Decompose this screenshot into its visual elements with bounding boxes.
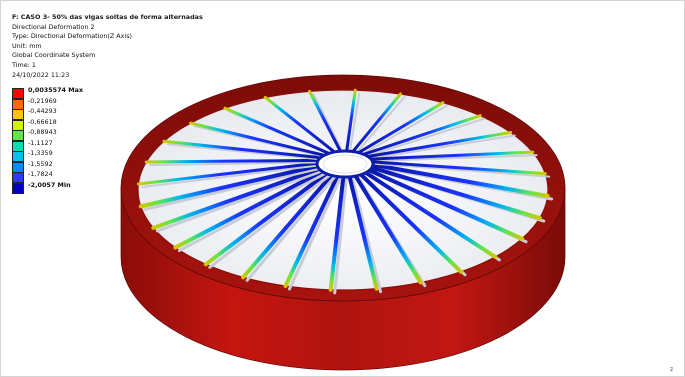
spoke-shadow bbox=[143, 166, 322, 211]
spoke-beam bbox=[363, 170, 498, 259]
spoke-shadow bbox=[155, 169, 324, 233]
legend-label: -0,88943 bbox=[28, 128, 57, 136]
spoke-shadow bbox=[287, 176, 342, 291]
spoke-beam bbox=[162, 139, 323, 160]
spoke-beam bbox=[138, 164, 320, 209]
spoke-beam bbox=[369, 150, 535, 161]
spoke-shadow bbox=[177, 171, 327, 253]
legend-swatch bbox=[12, 182, 24, 194]
spoke-shadow bbox=[354, 96, 406, 155]
spoke-shadow bbox=[149, 161, 323, 166]
spoke-beam bbox=[241, 173, 334, 280]
legend-label: 0,0035574 Max bbox=[28, 86, 84, 94]
spoke-shadow bbox=[348, 92, 361, 155]
spoke-beam bbox=[362, 114, 482, 156]
legend-label: -1,3359 bbox=[28, 149, 53, 157]
legend-label: -0,21969 bbox=[28, 96, 57, 105]
spoke-beam bbox=[370, 162, 550, 198]
legend-label: -0,66618 bbox=[28, 117, 57, 126]
spoke-shadow bbox=[166, 143, 325, 161]
result-type: Type: Directional Deformation(Z Axis) bbox=[12, 32, 133, 41]
spokes-group bbox=[136, 88, 554, 295]
spoke-beam bbox=[136, 161, 319, 186]
spoke-beam bbox=[189, 121, 326, 157]
result-title: F: CASO 3- 50% das vigas soltas de forma… bbox=[12, 13, 203, 21]
legend-label: -2,0057 Min bbox=[28, 180, 71, 189]
spoke-beam bbox=[263, 95, 336, 154]
spoke-beam bbox=[359, 172, 463, 274]
spoke-beam bbox=[351, 92, 403, 154]
result-info-panel: F: CASO 3- 50% das vigas soltas de forma… bbox=[12, 13, 203, 80]
spoke-beam bbox=[345, 88, 357, 153]
spoke-beam bbox=[367, 168, 525, 241]
spoke-shadow bbox=[369, 134, 516, 160]
legend-label: -0,44293 bbox=[28, 107, 57, 115]
spoke-beam bbox=[151, 166, 322, 230]
spoke-shadow bbox=[351, 177, 383, 294]
spoke-shadow bbox=[208, 174, 331, 269]
result-coordinate-system: Global Coordinate System bbox=[12, 51, 96, 60]
spoke-beam bbox=[173, 169, 325, 250]
spoke-beam bbox=[283, 174, 340, 288]
spoke-shadow bbox=[245, 175, 336, 282]
spoke-shadow bbox=[365, 117, 486, 158]
legend-label: -1,7824 bbox=[28, 170, 53, 178]
legend-label: -1,1127 bbox=[28, 138, 53, 147]
spoke-beam bbox=[307, 89, 342, 153]
axis-triad-label: z bbox=[670, 366, 674, 373]
spoke-beam bbox=[353, 174, 423, 285]
spoke-beam bbox=[366, 130, 513, 159]
spoke-shadow bbox=[372, 154, 538, 163]
spoke-shadow bbox=[360, 104, 448, 156]
hub-inner bbox=[322, 154, 368, 174]
wheel-model bbox=[120, 74, 566, 371]
legend-label: -1,5592 bbox=[28, 159, 53, 168]
result-unit: Unit: mm bbox=[12, 41, 42, 50]
spoke-shadow bbox=[141, 164, 322, 189]
spoke-beam bbox=[328, 174, 346, 292]
spoke-beam bbox=[144, 158, 320, 164]
spoke-beam bbox=[357, 101, 445, 155]
result-time: Time: 1 bbox=[12, 60, 36, 69]
spoke-shadow bbox=[374, 162, 551, 178]
spoke-beam bbox=[223, 106, 331, 155]
spoke-beam bbox=[371, 160, 547, 176]
spoke-beam bbox=[203, 171, 329, 267]
spoke-beam bbox=[347, 174, 379, 291]
result-timestamp: 24/10/2022 11:23 bbox=[12, 70, 70, 79]
spoke-shadow bbox=[312, 93, 345, 155]
spoke-shadow bbox=[333, 177, 348, 295]
spoke-beam bbox=[369, 165, 542, 221]
result-name: Directional Deformation 2 bbox=[12, 22, 95, 31]
